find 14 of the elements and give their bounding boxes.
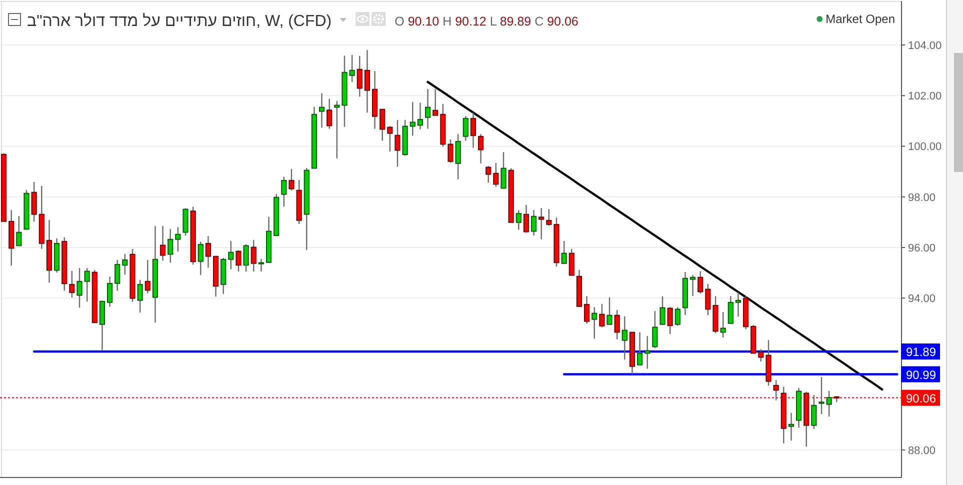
y-tick-label: 100.00	[908, 141, 942, 154]
ref-line-label: 90.06	[906, 391, 936, 406]
y-tick-label: 98.00	[908, 192, 936, 204]
y-tick-label: 96.00	[908, 242, 936, 254]
line-series	[426, 80, 884, 391]
y-tick-label: 94.00	[908, 293, 936, 306]
data-label: 90.99	[906, 368, 936, 382]
annotation: Market Open	[826, 12, 895, 26]
text: חוזים עתידיים על מדד דולר ארה"ב, W, (CFD)	[27, 12, 332, 30]
y-tick-label: 102.00	[908, 90, 942, 103]
data-label: 91.89	[906, 344, 936, 359]
text: O 90.10 H 90.12 L 89.89 C 90.06	[394, 14, 578, 28]
y-tick-label: 88.00	[908, 444, 936, 457]
y-tick-label: 104.00	[908, 40, 942, 52]
